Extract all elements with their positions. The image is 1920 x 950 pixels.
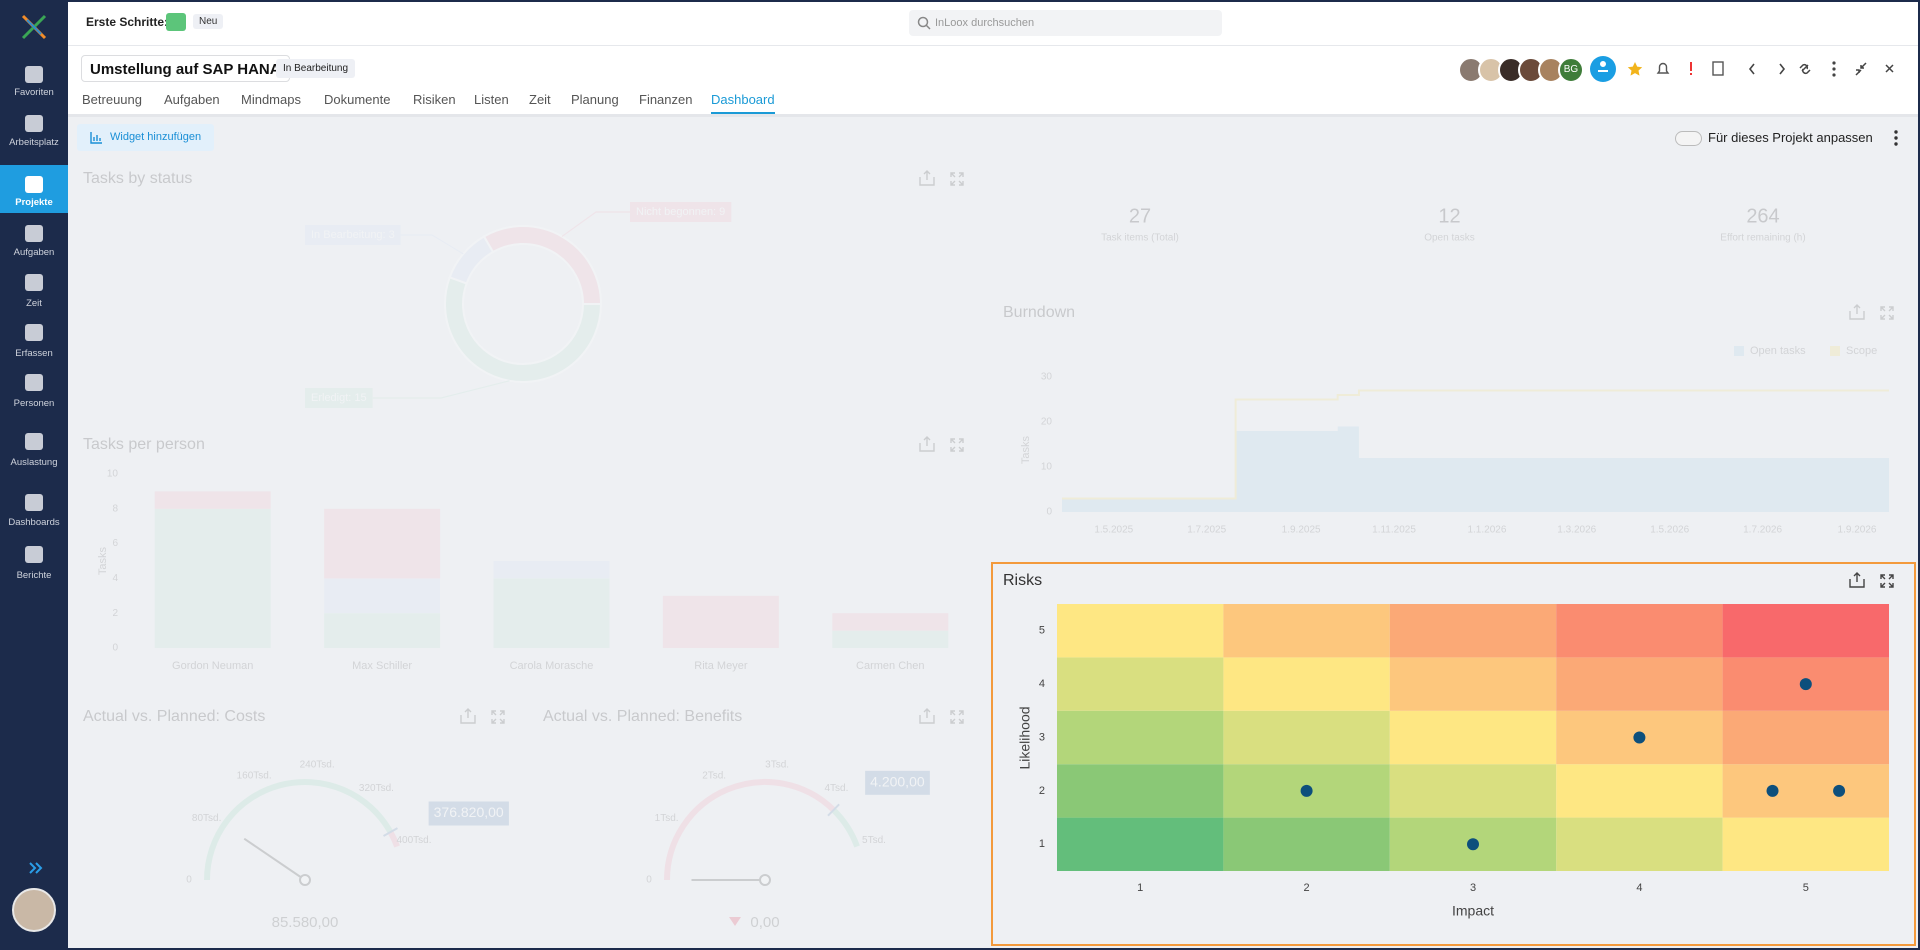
bell-button[interactable] — [1656, 62, 1670, 74]
nav-item[interactable]: Zeit — [0, 263, 68, 314]
nav-label: Personen — [13, 398, 55, 409]
nav-label: Auslastung — [10, 457, 58, 468]
tab[interactable]: Aufgaben — [164, 92, 220, 107]
nav-item[interactable]: Favoriten — [0, 55, 68, 103]
customize-label: Für dieses Projekt anpassen — [1708, 130, 1873, 145]
tab-bar-border — [68, 114, 1918, 117]
favorite-button[interactable] — [1627, 62, 1643, 76]
nav-item[interactable]: Berichte — [0, 535, 68, 586]
kpi-panel — [991, 160, 1289, 288]
first-steps-icon[interactable] — [166, 13, 186, 31]
nav-icon — [25, 115, 43, 132]
tab[interactable]: Betreuung — [82, 92, 142, 107]
widget-panel — [991, 294, 1916, 553]
nav-label: Aufgaben — [13, 247, 55, 258]
tab[interactable]: Finanzen — [639, 92, 693, 107]
nav-icon — [25, 324, 43, 341]
tab[interactable]: Risiken — [413, 92, 456, 107]
tab[interactable]: Dokumente — [324, 92, 391, 107]
first-steps-label: Erste Schritte: — [86, 15, 169, 29]
widget-panel — [71, 698, 527, 945]
next-button[interactable] — [1779, 63, 1786, 75]
widget-panel — [71, 160, 986, 419]
link-button[interactable] — [1799, 63, 1811, 75]
page-menu[interactable] — [1893, 129, 1899, 147]
widget-icon — [90, 132, 102, 144]
nav-item[interactable]: Auslastung — [0, 422, 68, 473]
nav-item[interactable]: Personen — [0, 363, 68, 414]
sidebar: Favoriten Arbeitsplatz Projekte Aufgaben Zei… — [0, 0, 68, 950]
member-initials[interactable]: BG — [1558, 57, 1584, 83]
tab[interactable]: Mindmaps — [241, 92, 301, 107]
nav-item[interactable]: Aufgaben — [0, 214, 68, 263]
nav-item[interactable]: Erfassen — [0, 313, 68, 364]
tab[interactable]: Planung — [571, 92, 619, 107]
status-badge[interactable]: In Bearbeitung — [276, 59, 356, 78]
widget-panel — [71, 426, 986, 692]
search-icon — [917, 16, 931, 30]
tab[interactable]: Zeit — [529, 92, 551, 107]
nav-icon — [25, 433, 43, 450]
close-button[interactable] — [1885, 64, 1894, 73]
nav-icon — [25, 546, 43, 563]
nav-item[interactable]: Arbeitsplatz — [0, 104, 68, 153]
kpi-panel — [1610, 160, 1916, 288]
widget-panel — [991, 562, 1916, 946]
new-badge: Neu — [193, 14, 224, 29]
widget-panel — [531, 698, 986, 945]
add-widget-button[interactable]: Widget hinzufügen — [77, 124, 214, 151]
nav-icon — [25, 176, 43, 193]
collapse-button[interactable] — [1855, 62, 1867, 76]
logo[interactable] — [19, 12, 49, 42]
add-widget-label: Widget hinzufügen — [110, 131, 202, 143]
prev-button[interactable] — [1748, 63, 1755, 75]
header-actions — [1590, 56, 1894, 82]
add-member-button[interactable] — [1590, 56, 1616, 82]
nav-icon — [25, 225, 43, 242]
nav-icon — [25, 66, 43, 83]
kpi-panel — [1294, 160, 1605, 288]
more-button[interactable] — [1832, 61, 1836, 65]
search-placeholder: InLoox durchsuchen — [935, 17, 1035, 29]
expand-sidebar[interactable] — [28, 861, 44, 875]
alert-button[interactable] — [1690, 62, 1692, 71]
search-box[interactable]: InLoox durchsuchen — [909, 10, 1222, 36]
nav-label: Zeit — [26, 298, 42, 309]
customize-toggle[interactable] — [1675, 131, 1702, 146]
divider — [68, 45, 1918, 46]
nav-label: Dashboards — [8, 517, 60, 528]
project-title: Umstellung auf SAP HANA — [81, 55, 290, 82]
report-button[interactable] — [1712, 61, 1724, 76]
nav-icon — [25, 274, 43, 291]
nav-label: Erfassen — [15, 348, 53, 359]
nav-item[interactable]: Dashboards — [0, 483, 68, 533]
nav-label: Projekte — [15, 197, 53, 208]
header: Erste Schritte: Neu InLoox durchsuchen U… — [68, 2, 1918, 117]
nav-label: Favoriten — [14, 87, 54, 98]
nav-label: Arbeitsplatz — [9, 137, 59, 148]
nav-label: Berichte — [16, 570, 52, 581]
nav-icon — [25, 494, 43, 511]
user-avatar[interactable] — [12, 888, 56, 932]
nav-item[interactable]: Projekte — [0, 165, 68, 213]
tab[interactable]: Dashboard — [711, 92, 775, 114]
nav-icon — [25, 374, 43, 391]
tab[interactable]: Listen — [474, 92, 509, 107]
